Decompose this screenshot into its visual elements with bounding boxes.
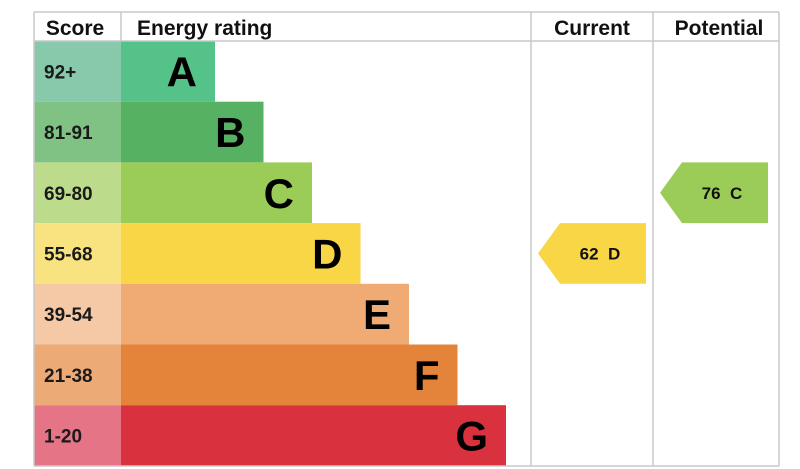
- score-cell-f: [34, 344, 121, 406]
- band-letter-c: C: [264, 170, 294, 217]
- energy-rating-header: Energy rating: [137, 17, 272, 40]
- header-row-bg: [34, 12, 779, 41]
- score-range-e: 39-54: [44, 305, 93, 326]
- band-letter-g: G: [455, 413, 488, 460]
- band-bar-e: [121, 283, 409, 345]
- band-bar-d: [121, 223, 361, 284]
- score-cell-e: [34, 283, 121, 345]
- score-range-d: 55-68: [44, 244, 93, 265]
- potential-rating-label: 76 C: [702, 184, 743, 203]
- score-range-g: 1-20: [44, 427, 82, 448]
- band-letter-b: B: [215, 109, 245, 156]
- band-letter-d: D: [312, 230, 342, 277]
- score-range-a: 92+: [44, 62, 76, 83]
- score-range-b: 81-91: [44, 123, 93, 144]
- score-header: Score: [46, 17, 104, 40]
- band-letter-a: A: [167, 48, 197, 95]
- current-arrow: [538, 223, 646, 284]
- score-range-c: 69-80: [44, 184, 93, 205]
- rating-bands: 92+ A 81-91 B 69-80 C 55-68 D 39-54 E 21-38 F 1-20 G: [34, 41, 506, 466]
- current-header: Current: [554, 17, 630, 40]
- score-cell-g: [34, 405, 121, 466]
- current-rating-label: 62 D: [580, 244, 621, 263]
- potential-arrow: [660, 162, 768, 224]
- band-bar-b: [121, 101, 264, 163]
- rating-arrows: 62 D 76 C: [538, 162, 768, 284]
- band-bar-c: [121, 162, 312, 224]
- potential-header: Potential: [675, 17, 764, 40]
- band-bar-a: [121, 41, 215, 102]
- score-cell-d: [34, 223, 121, 284]
- band-bar-g: [121, 405, 506, 466]
- score-cell-c: [34, 162, 121, 224]
- band-letter-f: F: [414, 352, 440, 399]
- score-cell-b: [34, 101, 121, 163]
- band-letter-e: E: [363, 291, 391, 338]
- table-grid: [33, 11, 780, 467]
- score-range-f: 21-38: [44, 366, 93, 387]
- score-cell-a: [34, 41, 121, 102]
- band-bar-f: [121, 344, 458, 406]
